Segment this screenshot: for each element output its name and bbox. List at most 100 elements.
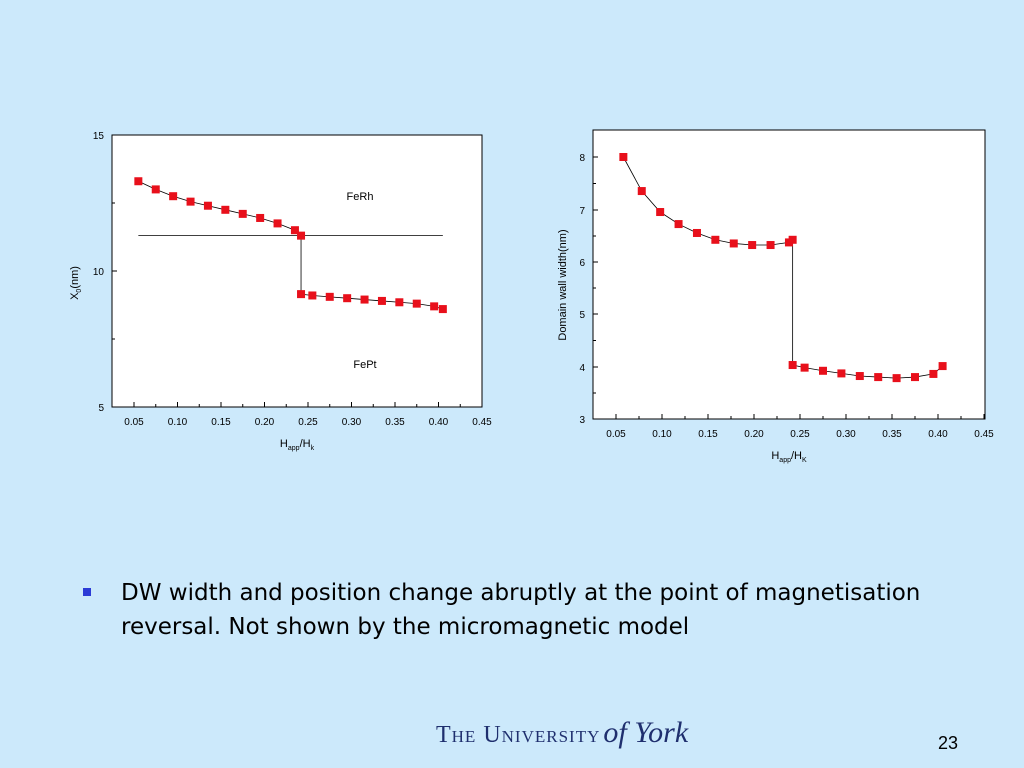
y-axis-title: Domain wall width(nm) — [557, 229, 569, 340]
width-chart: 0.05 0.10 0.15 0.20 0.25 0.30 0.35 0.40 0.45 3 4 5 6… — [557, 129, 994, 464]
data-point — [619, 153, 628, 161]
data-point — [430, 302, 439, 311]
data-point — [788, 361, 797, 370]
x-tick-label: 0.40 — [928, 429, 948, 440]
data-point — [637, 187, 646, 196]
x-axis-title: Happ/HK — [771, 450, 807, 464]
data-point — [837, 369, 846, 378]
x-tick-label: 0.05 — [124, 417, 144, 428]
y-axis-title-sub: 0 — [76, 289, 83, 293]
x-axis-title-sub1: app — [288, 445, 300, 452]
x-tick-label: 0.10 — [168, 417, 188, 428]
y-tick-label: 15 — [93, 131, 105, 142]
data-point — [238, 209, 247, 218]
x-tick-label: 0.30 — [836, 429, 856, 440]
data-point — [911, 373, 919, 382]
x-tick-label: 0.35 — [882, 429, 902, 440]
data-point — [711, 235, 720, 244]
page-number: 23 — [938, 733, 959, 753]
x-axis-title-sub2: k — [311, 445, 315, 452]
x-tick-label: 0.25 — [298, 417, 318, 428]
x-tick-label: 0.05 — [606, 429, 626, 440]
x-tick-label: 0.25 — [790, 429, 810, 440]
position-chart: 0.05 0.10 0.15 0.20 0.25 0.30 0.35 0.40 0.45 5 10 1… — [69, 131, 492, 452]
annotation-ferh: FeRh — [347, 191, 374, 203]
plot-area — [111, 134, 483, 408]
y-tick-label: 4 — [579, 363, 585, 374]
data-point — [412, 299, 421, 308]
data-point — [656, 208, 665, 217]
data-point — [203, 201, 212, 210]
x-tick-label: 0.20 — [744, 429, 764, 440]
data-point — [221, 205, 230, 214]
data-point — [169, 192, 178, 201]
annotation-fept: FePt — [353, 359, 376, 371]
data-point — [134, 177, 143, 186]
data-point — [256, 213, 265, 222]
bullet-marker — [83, 588, 91, 596]
plot-area — [592, 129, 986, 420]
data-point — [729, 239, 738, 248]
x-tick-label: 0.15 — [698, 429, 718, 440]
x-tick-label: 0.40 — [429, 417, 449, 428]
data-point — [325, 292, 334, 301]
charts-canvas: 0.05 0.10 0.15 0.20 0.25 0.30 0.35 0.40 0.45 5 10 1… — [69, 129, 994, 464]
data-point — [674, 220, 683, 229]
y-tick-label: 5 — [579, 310, 585, 321]
x-tick-label: 0.20 — [255, 417, 275, 428]
data-point — [151, 185, 160, 194]
data-point — [343, 294, 352, 303]
data-point — [692, 228, 701, 237]
y-tick-label: 8 — [579, 153, 585, 164]
y-axis-title-main: X — [69, 292, 81, 300]
data-point — [766, 241, 775, 250]
x-tick-label: 0.45 — [974, 429, 994, 440]
logo-main-text: The University — [436, 722, 601, 748]
data-point — [819, 366, 827, 375]
data-point — [874, 373, 883, 382]
x-tick-label: 0.45 — [472, 417, 492, 428]
data-point — [290, 226, 299, 235]
tick-group: 0.05 0.10 0.15 0.20 0.25 0.30 0.35 0.40 0.45 3 4 5 6… — [579, 153, 994, 440]
x-axis-title-mid: /H — [791, 450, 802, 462]
data-point — [308, 291, 317, 300]
data-point — [273, 219, 282, 228]
bullet-text: DW width and position change abruptly at… — [121, 580, 921, 640]
x-axis-title-mid: /H — [300, 438, 311, 450]
series-group — [619, 153, 947, 383]
series-group — [134, 177, 447, 314]
y-tick-label: 6 — [579, 258, 585, 269]
y-tick-label: 10 — [93, 267, 105, 278]
data-point — [297, 231, 306, 240]
x-axis-title-main: H — [771, 450, 779, 462]
data-point — [788, 235, 797, 244]
x-axis-title: Happ/Hk — [280, 438, 315, 452]
y-tick-label: 3 — [579, 415, 585, 426]
data-point — [892, 374, 901, 383]
data-point — [297, 290, 306, 299]
data-point — [360, 295, 369, 304]
data-point — [938, 362, 947, 371]
data-point — [855, 372, 864, 381]
y-tick-label: 7 — [579, 206, 585, 217]
data-point — [929, 369, 938, 378]
y-tick-label: 5 — [98, 403, 104, 414]
data-point — [748, 241, 757, 250]
data-point — [800, 363, 809, 372]
x-tick-label: 0.35 — [385, 417, 405, 428]
x-axis-title-sub1: app — [779, 457, 791, 464]
x-tick-label: 0.15 — [211, 417, 231, 428]
x-axis-title-main: H — [280, 438, 288, 450]
x-tick-label: 0.30 — [342, 417, 362, 428]
data-point — [377, 296, 386, 305]
y-axis-title: X0(nm) — [69, 266, 83, 300]
data-point — [438, 305, 447, 314]
data-point — [186, 197, 195, 206]
tick-group: 0.05 0.10 0.15 0.20 0.25 0.30 0.35 0.40 0.45 5 10 1… — [93, 131, 492, 428]
logo-script-text: of York — [603, 716, 689, 749]
x-tick-label: 0.10 — [652, 429, 672, 440]
y-axis-title-tail: (nm) — [69, 266, 81, 289]
university-logo: The University of York — [436, 716, 688, 750]
data-point — [395, 298, 404, 307]
x-axis-title-sub2: K — [802, 457, 807, 464]
